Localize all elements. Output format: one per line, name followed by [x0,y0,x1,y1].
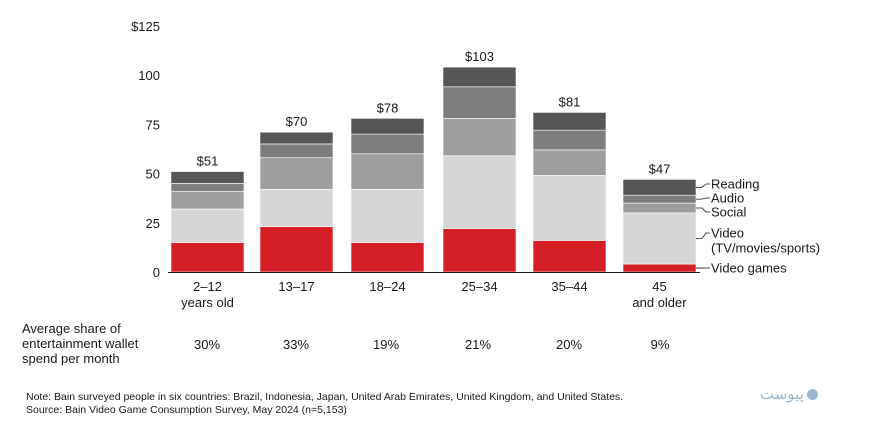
bar-segment-social [532,149,607,176]
share-value-2-12: 30% [193,337,221,352]
bar-segment-reading [442,66,517,88]
note-text: Note: Bain surveyed people in six countr… [26,391,624,403]
legend-leader-line [696,183,710,188]
share-row-title: Average share of entertainment wallet sp… [22,321,139,366]
bar-segment-video [442,155,517,229]
watermark-text: پیوست [760,385,804,403]
source-text: Source: Bain Video Game Consumption Surv… [26,404,347,416]
bar-segment-video-games [532,240,607,273]
x-tick-label: and older [632,295,687,310]
x-tick-label: 13–17 [278,279,314,294]
y-tick-label: 25 [146,216,160,231]
bar-segment-audio [622,194,697,204]
watermark-dot-icon [806,389,818,400]
bar-segment-video-games [350,242,425,273]
bar-segment-reading [622,179,697,196]
bar-segment-social [170,190,245,210]
bar-segment-reading [170,171,245,184]
y-tick-label: 50 [146,167,160,182]
x-tick-label: years old [181,295,234,310]
legend-leader-line [696,197,710,200]
bar-segment-video [350,188,425,243]
bar-segment-video-games [259,226,334,273]
bar-segment-video [170,208,245,243]
bar-segment-reading [532,112,607,131]
y-tick-label: $125 [131,19,160,34]
legend-label: Video [711,226,744,241]
bar-total-label: $81 [559,94,581,109]
x-tick-label: 25–34 [461,279,497,294]
y-tick-label: 0 [153,265,160,280]
bar-segment-audio [170,183,245,192]
bar-segment-video [532,175,607,241]
share-value-25-34: 21% [464,337,492,352]
bar-segment-reading [350,118,425,135]
x-tick-label: 2–12 [193,279,222,294]
bar-total-label: $78 [377,100,399,115]
share-value-35-44: 20% [555,337,583,352]
x-tick-label: 35–44 [551,279,587,294]
share-value-13-17: 33% [282,337,310,352]
bar-segment-video-games [170,242,245,273]
bar-segment-video [622,212,697,265]
x-tick-label: 18–24 [369,279,405,294]
bar-segment-social [622,202,697,214]
bar-segment-social [350,153,425,190]
bar-segment-audio [259,143,334,159]
bar-segment-audio [350,133,425,155]
bar-segment-audio [532,129,607,151]
watermark-logo: پیوست [760,385,818,403]
bar-segment-video-games [622,263,697,273]
bar-segment-video [259,188,334,227]
y-tick-label: 75 [146,117,160,132]
bar-segment-video-games [442,228,517,273]
legend-label: Social [711,205,747,220]
legend-label: Audio [711,191,744,206]
share-value-18-24: 19% [372,337,400,352]
legend-leader-line [696,232,710,239]
bar-total-label: $47 [649,161,671,176]
bar-segment-audio [442,86,517,119]
x-tick-label: 45 [652,279,666,294]
bar-segment-reading [259,131,334,145]
legend-label: (TV/movies/sports) [711,241,820,256]
legend-label: Reading [711,177,759,192]
bar-segment-social [259,157,334,190]
bar-total-label: $70 [286,114,308,129]
bar-segment-social [442,118,517,157]
legend-label: Video games [711,261,787,276]
bar-total-label: $103 [465,49,494,64]
y-tick-label: 100 [138,68,160,83]
share-value-45-older: 9% [650,337,670,352]
bar-total-label: $51 [197,154,219,169]
legend-leader-line [696,207,710,213]
